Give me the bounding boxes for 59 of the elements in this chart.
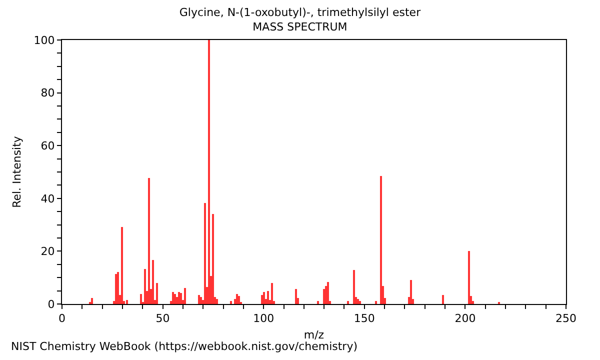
y-tick-label: 40 xyxy=(40,192,55,206)
y-tick-label: 80 xyxy=(40,86,55,100)
bar xyxy=(323,289,325,304)
bar xyxy=(178,292,180,304)
chart-title: Glycine, N-(1-oxobutyl)-, trimethylsilyl ester xyxy=(179,6,422,20)
bar xyxy=(184,288,186,304)
x-tick-label: 100 xyxy=(253,312,274,326)
bar xyxy=(380,176,382,304)
bar xyxy=(204,203,206,304)
bar xyxy=(236,294,238,304)
bar xyxy=(152,260,154,304)
text: NIST Chemistry WebBook (https://webbook.nist.gov/chemistry) xyxy=(11,340,358,353)
bar xyxy=(295,289,297,304)
bar xyxy=(325,286,327,304)
bar xyxy=(238,296,240,304)
bar xyxy=(263,292,265,304)
bar xyxy=(180,293,182,304)
bar xyxy=(261,295,263,304)
bar xyxy=(126,300,128,304)
bar xyxy=(212,214,214,304)
y-tick-label: 60 xyxy=(40,139,55,152)
y-tick-label: 20 xyxy=(40,245,55,258)
bar xyxy=(327,282,329,304)
bar xyxy=(148,178,150,304)
x-tick-label: 50 xyxy=(156,312,170,326)
bar xyxy=(442,295,444,304)
bar xyxy=(174,294,176,304)
x-axis-title: m/z xyxy=(304,328,324,342)
bar xyxy=(121,227,123,304)
y-axis-title: Rel. Intensity xyxy=(10,136,24,208)
bar xyxy=(410,280,412,304)
y-tick-label: 100 xyxy=(34,34,55,47)
x-tick-label: 250 xyxy=(556,312,576,326)
bar xyxy=(91,298,93,304)
bar xyxy=(198,295,200,304)
bar xyxy=(317,301,319,304)
bar xyxy=(140,294,142,304)
x-tick-label: 150 xyxy=(354,312,375,326)
bar xyxy=(117,272,119,304)
y-tick-label: 0 xyxy=(48,298,55,311)
bar xyxy=(357,299,359,304)
x-tick-label: 200 xyxy=(454,312,476,326)
chart-subtitle: MASS SPECTRUM xyxy=(252,20,348,34)
bar xyxy=(216,299,218,304)
x-tick-label: 0 xyxy=(58,312,66,326)
bar xyxy=(271,283,273,304)
bar xyxy=(200,297,202,304)
bar xyxy=(208,40,210,304)
bar xyxy=(115,274,117,304)
bar xyxy=(353,270,355,304)
bar xyxy=(375,301,377,304)
bar xyxy=(359,301,361,304)
bar xyxy=(468,251,470,304)
bar xyxy=(267,291,269,304)
bar xyxy=(172,292,174,304)
bar xyxy=(347,301,349,304)
bar xyxy=(156,283,158,304)
bar xyxy=(230,301,232,304)
bar xyxy=(144,269,146,304)
